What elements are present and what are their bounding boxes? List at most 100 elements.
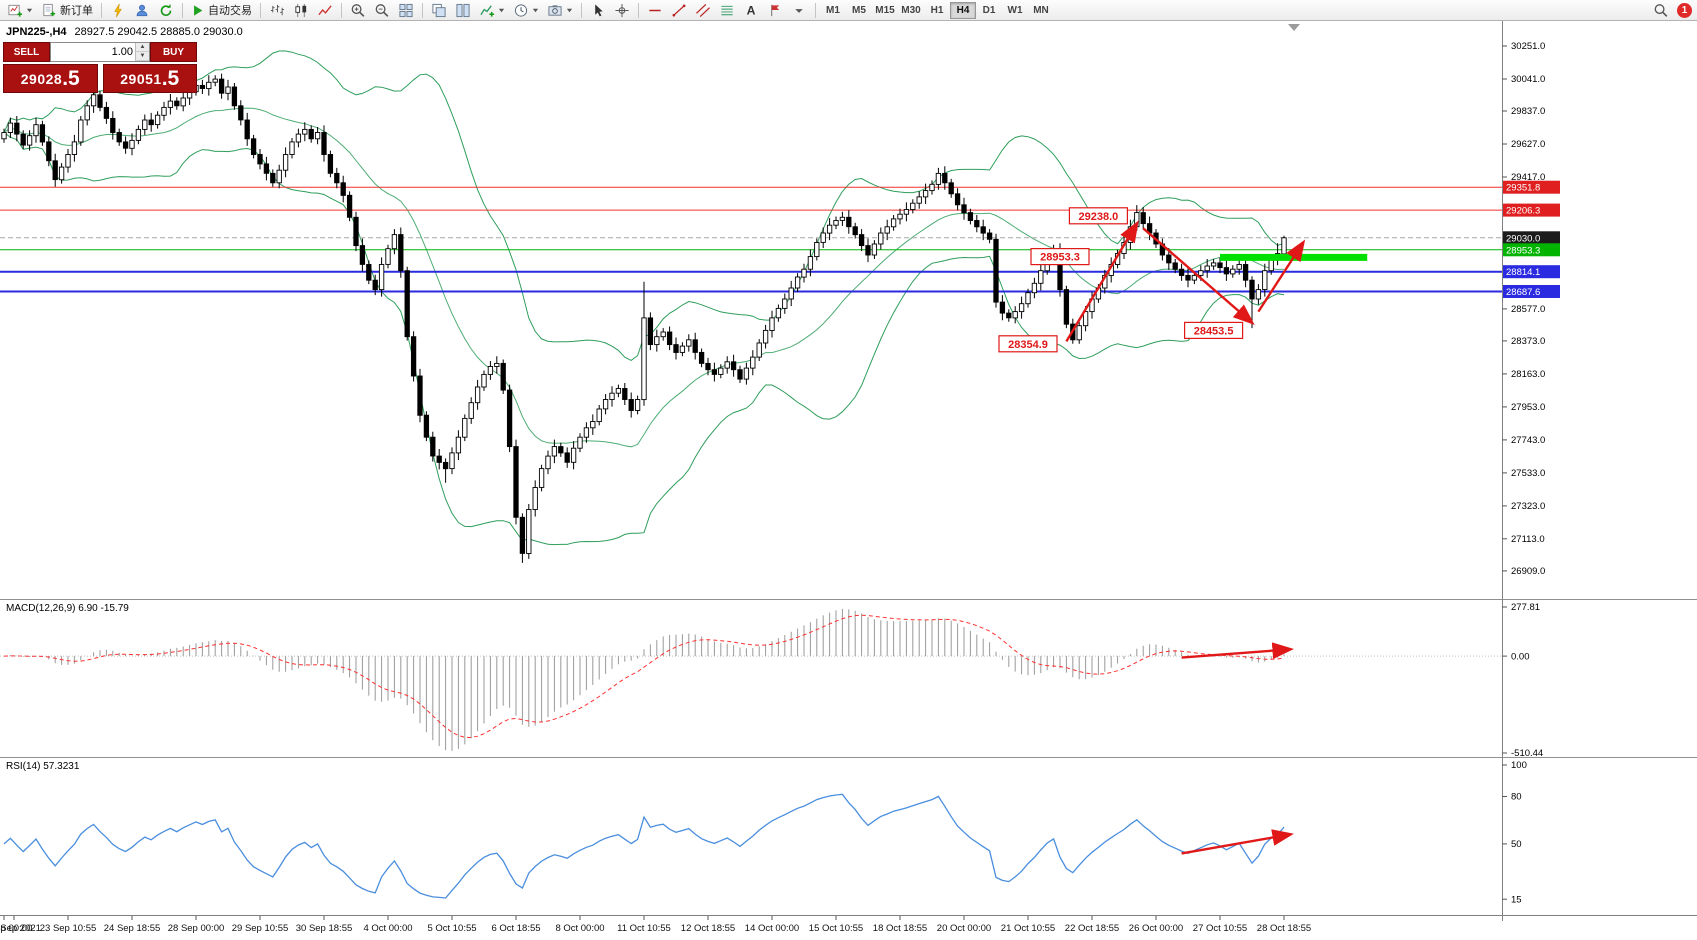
price-annotation-label[interactable]: 28953.3 (1030, 248, 1090, 266)
crosshair-button[interactable] (610, 1, 634, 20)
refresh-icon (160, 3, 172, 16)
volume-decrease-button[interactable]: ▼ (136, 52, 149, 61)
volume-input[interactable] (51, 43, 135, 61)
rsi-axis-tick: 15 (1511, 894, 1522, 905)
timeframe-m30-button[interactable]: M30 (898, 2, 924, 19)
timeframe-mn-button[interactable]: MN (1028, 2, 1054, 19)
svg-text:28953.3: 28953.3 (1040, 252, 1080, 264)
new-order-button[interactable]: 新订单 (37, 1, 97, 20)
lightning-icon (114, 3, 122, 17)
timeframe-h4-button[interactable]: H4 (950, 1, 976, 19)
timeframe-w1-button[interactable]: W1 (1002, 2, 1028, 19)
cascade-windows-button[interactable] (427, 1, 451, 20)
toolbar-separator (101, 2, 102, 18)
volume-increase-button[interactable]: ▲ (136, 43, 149, 52)
symbol-name: JPN225-,H4 (6, 26, 67, 38)
time-axis-label: 30 Sep 18:55 (296, 923, 353, 934)
search-button[interactable] (1649, 1, 1673, 20)
toolbar: 新订单 自动交易 A M1 M5 M15 M30 H1 H4 D1 W1 MN 1 (0, 0, 1697, 21)
price-axis-tick: 28373.0 (1511, 336, 1545, 347)
channel-button[interactable] (691, 1, 715, 20)
price-axis-tick: 29417.0 (1511, 172, 1545, 183)
sell-button[interactable]: SELL (3, 42, 50, 62)
quotes-button[interactable] (106, 1, 130, 20)
bars-icon (270, 4, 285, 15)
timeframe-m15-button[interactable]: M15 (872, 2, 898, 19)
price-axis-tick: 27743.0 (1511, 435, 1545, 446)
price-axis-tick: 28577.0 (1511, 304, 1545, 315)
buy-price[interactable]: 29051 .5 (102, 64, 197, 93)
fibonacci-button[interactable] (715, 1, 739, 20)
bar-chart-button[interactable] (265, 1, 289, 20)
trend-arrow[interactable] (1065, 220, 1139, 343)
snapshot-icon (548, 4, 562, 16)
price-axis-tick: 30251.0 (1511, 41, 1545, 52)
accounts-button[interactable] (130, 1, 154, 20)
tile-windows-button[interactable] (394, 1, 418, 20)
time-axis-label: 24 Sep 18:55 (104, 923, 161, 934)
price-annotation-label[interactable]: 28453.5 (1183, 321, 1244, 339)
chart-shift-marker[interactable] (1288, 24, 1300, 31)
line-chart-button[interactable] (313, 1, 337, 20)
new-chart-button[interactable] (3, 1, 37, 20)
price-axis-tick: 26909.0 (1511, 566, 1545, 577)
macd-signal-line (3, 614, 1285, 739)
indicators-icon (480, 4, 495, 17)
autotrade-button[interactable]: 自动交易 (187, 1, 256, 20)
sell-price[interactable]: 29028 .5 (3, 64, 98, 93)
zoom-in-button[interactable] (346, 1, 370, 20)
buy-price-int: 29051 (120, 70, 162, 87)
zoom-out-icon (375, 3, 389, 17)
time-axis[interactable]: 21 Sep 202122 Sep 00:00 23 Sep 10:55 24 Se… (0, 915, 1697, 939)
tile-vertical-button[interactable] (451, 1, 475, 20)
templates-button[interactable] (543, 1, 577, 20)
fibonacci-icon (721, 5, 733, 15)
price-annotation-label[interactable]: 29238.0 (1068, 207, 1129, 225)
refresh-button[interactable] (154, 1, 178, 20)
price-axis-tick: 27113.0 (1511, 534, 1545, 545)
shapes-button[interactable] (787, 1, 811, 20)
candle-chart-button[interactable] (289, 1, 313, 20)
arrow-label-icon (771, 4, 780, 16)
time-axis-label: 23 Sep 10:55 (40, 923, 97, 934)
timeframe-m5-button[interactable]: M5 (846, 2, 872, 19)
timeframe-h1-button[interactable]: H1 (924, 2, 950, 19)
hline-button[interactable] (643, 1, 667, 20)
macd-axis-tick: 277.81 (1511, 602, 1540, 613)
arrow-label-button[interactable] (763, 1, 787, 20)
timeframe-d1-button[interactable]: D1 (976, 2, 1002, 19)
timeframe-m1-button[interactable]: M1 (820, 2, 846, 19)
periods-button[interactable] (509, 1, 543, 20)
notification-badge[interactable]: 1 (1677, 2, 1692, 18)
rsi-panel[interactable]: 100 80 50 15 (0, 757, 1697, 915)
ohlc-readout: 28927.5 29042.5 28885.0 29030.0 (74, 26, 243, 38)
time-axis-label: 29 Sep 10:55 (232, 923, 289, 934)
time-axis-label: 21 Oct 10:55 (1001, 923, 1055, 934)
toolbar-separator (182, 2, 183, 18)
trend-arrow[interactable] (1142, 227, 1255, 325)
zoom-out-button[interactable] (370, 1, 394, 20)
price-axis-tick: 27953.0 (1511, 402, 1545, 413)
hline-icon (649, 9, 661, 11)
trend-arrow[interactable] (1257, 239, 1306, 313)
time-axis-label: 12 Oct 18:55 (681, 923, 735, 934)
price-annotation-label[interactable]: 28354.9 (998, 335, 1058, 353)
indicators-button[interactable] (475, 1, 509, 20)
text-button[interactable]: A (739, 1, 763, 20)
price-axis-tag: 29206.3 (1503, 203, 1560, 217)
vertical-tile-icon (456, 3, 470, 17)
cascade-icon (432, 3, 446, 17)
trendline-button[interactable] (667, 1, 691, 20)
main-chart[interactable]: 29238.0 28953.3 28354.9 28453.5 30251.0 30041… (0, 21, 1697, 599)
svg-text:28354.9: 28354.9 (1008, 339, 1048, 351)
svg-text:29206.3: 29206.3 (1506, 206, 1540, 217)
macd-panel[interactable]: 277.81 0.00 -510.44 (0, 599, 1697, 757)
price-axis-tick: 28163.0 (1511, 369, 1545, 380)
macd-trend-arrow[interactable] (1181, 642, 1294, 660)
price-axis-tick: 29837.0 (1511, 106, 1545, 117)
cursor-button[interactable] (586, 1, 610, 20)
rsi-trend-arrow[interactable] (1181, 829, 1294, 855)
buy-button[interactable]: BUY (150, 42, 197, 62)
time-axis-label: 28 Oct 18:55 (1257, 923, 1311, 934)
